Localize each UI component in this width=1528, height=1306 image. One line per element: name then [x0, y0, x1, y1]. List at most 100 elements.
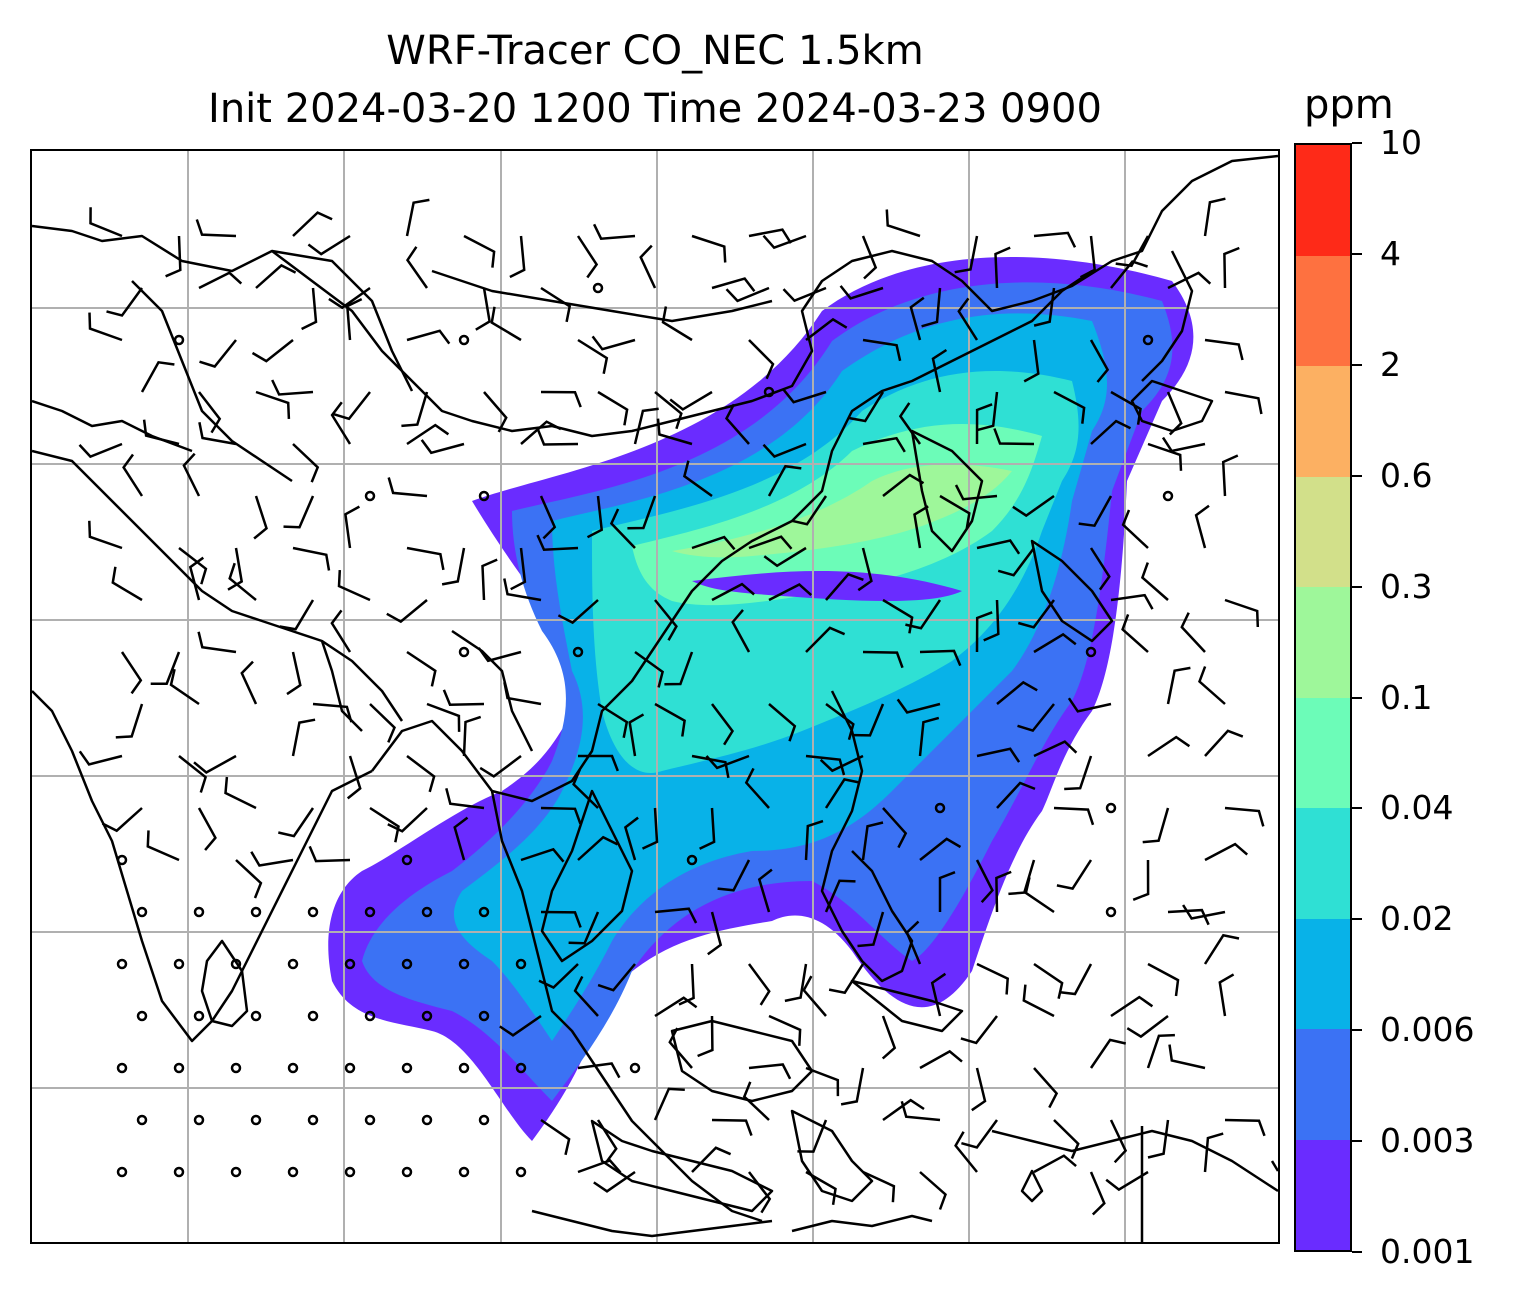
- wind-barb: [1053, 390, 1086, 424]
- calm-wind-circle: [136, 906, 148, 918]
- wind-barb: [1089, 1038, 1126, 1069]
- wind-barb: [1147, 442, 1183, 471]
- wind-barb: [1022, 984, 1055, 1018]
- wind-barb: [898, 402, 922, 445]
- colorbar-band: [1296, 697, 1350, 808]
- wind-barb: [369, 806, 400, 843]
- wind-barb: [711, 1118, 753, 1137]
- calm-wind-circle: [364, 1010, 376, 1022]
- wind-barb: [996, 680, 1038, 705]
- wind-barb: [120, 651, 143, 695]
- wind-barb: [961, 1119, 999, 1149]
- wind-barb: [763, 546, 807, 568]
- wind-barb: [819, 754, 864, 773]
- wind-barb: [1033, 962, 1064, 999]
- wind-barb: [824, 778, 861, 809]
- colorbar-tick-label: 0.3: [1380, 566, 1433, 606]
- wind-barb: [691, 535, 736, 551]
- wind-barb: [1221, 454, 1239, 497]
- wind-barb: [976, 962, 1010, 995]
- colorbar-tick-mark: [1352, 918, 1362, 921]
- colorbar-band: [1296, 365, 1350, 477]
- calm-wind-circle: [515, 958, 527, 970]
- wind-barb: [509, 235, 526, 279]
- wind-barb: [975, 403, 993, 445]
- wind-barb: [971, 1067, 987, 1112]
- calm-wind-circle: [287, 958, 299, 970]
- colorbar-tick-label: 0.02: [1380, 899, 1454, 939]
- calm-wind-circle: [401, 854, 413, 866]
- wind-barb: [197, 807, 217, 851]
- calm-wind-circle: [116, 1166, 128, 1178]
- wind-barb: [592, 223, 636, 241]
- wind-barb: [228, 562, 257, 601]
- calm-wind-circle: [173, 1166, 185, 1178]
- wind-barb: [653, 1087, 685, 1121]
- calm-wind-circle: [421, 1010, 433, 1022]
- calm-wind-circle: [116, 854, 128, 866]
- wind-barb: [426, 702, 461, 732]
- wind-barb: [481, 558, 498, 601]
- calm-wind-circle: [1142, 334, 1154, 346]
- wind-barb: [1067, 697, 1112, 713]
- wind-barb: [825, 572, 864, 601]
- wind-barb: [540, 910, 582, 928]
- calm-wind-circle: [136, 1010, 148, 1022]
- wind-barb: [1033, 1154, 1077, 1174]
- wind-barb: [597, 390, 629, 426]
- colorbar-tick-label: 2: [1380, 344, 1401, 384]
- wind-barb: [308, 845, 351, 863]
- wind-barb: [591, 335, 636, 351]
- wind-barb: [668, 1027, 693, 1069]
- wind-barb: [634, 650, 665, 688]
- wind-barb: [115, 703, 144, 739]
- wind-barb: [101, 807, 143, 833]
- calm-wind-circle: [515, 1166, 527, 1178]
- wind-barb: [976, 747, 1021, 763]
- wind-barb: [333, 391, 371, 421]
- wind-barb: [768, 703, 797, 742]
- wind-barb: [279, 599, 315, 631]
- wind-barb: [1033, 231, 1077, 248]
- wind-barb: [938, 871, 956, 912]
- map-title-line2: Init 2024-03-20 1200 Time 2024-03-23 090…: [208, 86, 1102, 132]
- wind-barb: [586, 495, 604, 539]
- wind-barb: [782, 388, 827, 404]
- calm-wind-circle: [1162, 490, 1174, 502]
- wind-barb: [960, 1015, 998, 1045]
- colorbar-tick-mark: [1352, 585, 1362, 588]
- colorbar-tick-label: 0.04: [1380, 788, 1454, 828]
- wind-barb: [597, 702, 629, 739]
- colorbar-band: [1296, 255, 1350, 366]
- wind-barb: [540, 390, 582, 408]
- wind-barb: [597, 963, 636, 992]
- wind-barb: [976, 539, 1021, 555]
- wind-barb: [975, 859, 994, 904]
- wind-barb: [628, 713, 645, 757]
- wind-barb: [596, 1119, 618, 1163]
- wind-barb: [292, 443, 320, 483]
- wind-barb: [748, 339, 775, 380]
- wind-barb: [669, 390, 713, 411]
- wind-barb: [406, 755, 436, 793]
- wind-barb: [744, 767, 770, 809]
- colorbar-tick-mark: [1352, 696, 1362, 699]
- wind-barb: [441, 547, 466, 586]
- wind-barb: [106, 287, 144, 317]
- wind-barb: [146, 830, 180, 862]
- wind-barb: [654, 907, 698, 924]
- calm-wind-circle: [116, 958, 128, 970]
- wind-barb: [577, 835, 619, 861]
- wind-barb: [711, 582, 755, 602]
- wind-barb: [572, 769, 599, 809]
- wind-barb: [78, 750, 123, 766]
- wind-barb: [609, 508, 636, 549]
- wind-barb: [1064, 755, 1093, 791]
- wind-barb: [345, 297, 363, 341]
- wind-barb: [1132, 859, 1150, 901]
- wind-barb: [1203, 933, 1240, 965]
- calm-wind-circle: [287, 1062, 299, 1074]
- wind-barb: [577, 1062, 621, 1079]
- wind-barb: [1147, 735, 1191, 758]
- wind-barb: [919, 1049, 963, 1070]
